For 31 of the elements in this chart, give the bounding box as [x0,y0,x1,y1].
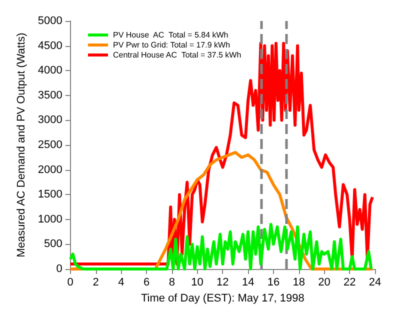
x-tick-label: 12 [216,276,229,288]
x-tick-label: 20 [318,276,330,288]
y-tick-label: 0 [56,263,62,275]
x-tick-label: 8 [168,276,175,288]
y-tick-label: 4000 [38,64,62,77]
legend-label: Central House AC Total = 37.5 kWh [113,50,242,60]
x-tick-label: 16 [267,276,280,288]
x-tick-label: 0 [67,276,74,288]
x-tick-label: 6 [143,276,150,288]
x-tick-label: 4 [118,276,124,288]
y-axis-title: Measured AC Demand and PV Output (Watts) [16,32,28,258]
y-tick-label: 3000 [38,114,62,126]
y-tick-label: 3500 [38,89,62,102]
x-tick-label: 24 [368,276,382,288]
x-tick-label: 10 [191,276,204,288]
y-tick-label: 1500 [38,188,62,201]
y-tick-label: 4500 [38,40,62,52]
legend-label: PV House AC Total = 5.84 kWh [113,30,228,40]
line-series [68,42,374,266]
x-tick-label: 14 [242,276,254,288]
y-tick-label: 2500 [38,139,62,151]
y-tick-label: 2000 [38,164,62,176]
y-tick-label: 1000 [38,213,62,226]
x-axis-title: Time of Day (EST): May 17, 1998 [140,292,304,304]
legend-label: PV Pwr to Grid: Total = 17.9 kWh [113,40,230,50]
y-tick-label: 500 [44,238,62,250]
line-series [68,222,373,270]
x-tick-label: 22 [343,276,356,288]
x-tick-label: 2 [92,276,99,288]
y-tick-label: 5000 [38,15,62,27]
x-tick-label: 18 [292,276,305,288]
